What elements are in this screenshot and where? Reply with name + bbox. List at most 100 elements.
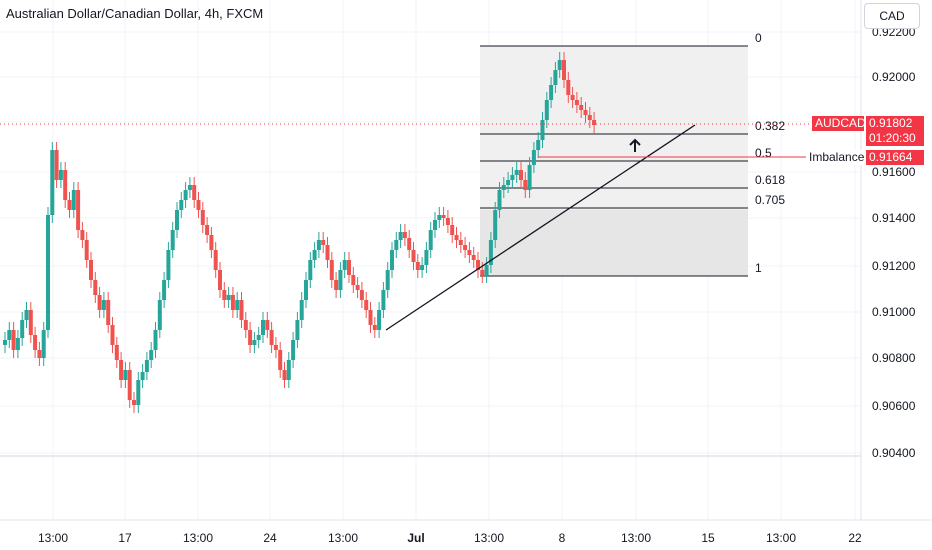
chart-title: Australian Dollar/Canadian Dollar, 4h, F… xyxy=(6,6,264,21)
candle-body xyxy=(355,285,360,290)
candle-body xyxy=(123,370,128,380)
imbalance-label: Imbalance xyxy=(806,150,864,165)
candle-body xyxy=(166,250,171,280)
trendline[interactable] xyxy=(385,124,696,331)
fib-zone-upper xyxy=(480,46,748,210)
arrow-up-icon xyxy=(629,138,641,152)
candle-body xyxy=(334,280,339,290)
imbalance-price-badge: 0.91664 xyxy=(866,150,924,165)
candle-body xyxy=(110,325,115,345)
candle-body xyxy=(200,210,205,225)
candle-body xyxy=(424,250,429,265)
candle-body xyxy=(411,250,416,262)
candle-body xyxy=(3,340,7,345)
time-axis[interactable]: 13:00 17 13:00 24 13:00 Jul 13:00 8 13:00 15 13:00… xyxy=(38,531,862,545)
candle-body xyxy=(415,262,420,270)
fib-level-label: 0 xyxy=(755,31,762,45)
candle-body xyxy=(41,330,46,358)
price-tick-label: 0.90600 xyxy=(872,399,916,413)
time-tick-label: 8 xyxy=(559,531,566,545)
candle-body xyxy=(248,330,253,345)
candle-body xyxy=(213,250,218,270)
candle-body xyxy=(127,370,132,400)
candle-body xyxy=(76,190,81,230)
candle-body xyxy=(230,295,235,310)
candle-body xyxy=(114,345,119,360)
candle-body xyxy=(471,255,476,260)
candle-body xyxy=(390,250,394,270)
price-tick-label: 0.91200 xyxy=(872,259,916,273)
fib-level-label: 0.705 xyxy=(755,193,785,207)
candle-body xyxy=(553,70,558,85)
candle-body xyxy=(574,100,579,105)
candle-body xyxy=(493,210,498,240)
candle-body xyxy=(398,232,403,240)
candle-body xyxy=(33,335,38,350)
symbol-badge: AUDCAD xyxy=(812,116,866,131)
candle-body xyxy=(394,240,399,250)
candle-body xyxy=(450,225,455,235)
candle-body xyxy=(454,235,459,240)
fib-level-label: 0.618 xyxy=(755,173,785,187)
candle-body xyxy=(497,190,502,210)
candle-body xyxy=(592,120,597,125)
candle-body xyxy=(235,300,240,310)
price-tick-label: 0.90400 xyxy=(872,446,916,460)
price-axis[interactable]: 0.922000.920000.918000.916000.914000.912… xyxy=(872,25,916,460)
candle-body xyxy=(67,200,72,210)
fib-level-label: 0.5 xyxy=(755,146,772,160)
time-tick-label: 13:00 xyxy=(766,531,796,545)
time-tick-label: 24 xyxy=(263,531,277,545)
countdown-badge: 01:20:30 xyxy=(866,131,924,146)
candle-body xyxy=(50,150,55,215)
price-tick-label: 0.90800 xyxy=(872,351,916,365)
candle-body xyxy=(136,380,141,405)
candle-body xyxy=(377,310,382,330)
time-tick-label: 13:00 xyxy=(38,531,68,545)
candle-body xyxy=(149,350,154,360)
candle-body xyxy=(402,232,407,238)
candle-body xyxy=(299,300,304,320)
candle-body xyxy=(269,330,274,345)
time-tick-label: 13:00 xyxy=(183,531,213,545)
candle-body xyxy=(458,240,463,245)
candle-body xyxy=(291,340,296,360)
candle-body xyxy=(295,320,300,340)
time-tick-label: 13:00 xyxy=(474,531,504,545)
candle-body xyxy=(20,320,25,338)
candle-body xyxy=(54,150,59,180)
candle-body xyxy=(278,350,283,370)
candle-body xyxy=(428,230,433,250)
candle-body xyxy=(46,215,50,330)
candle-body xyxy=(226,295,231,300)
candle-body xyxy=(119,360,124,380)
candle-body xyxy=(144,360,149,372)
candle-body xyxy=(37,350,42,358)
candle-body xyxy=(514,170,519,175)
candle-body xyxy=(316,240,321,250)
candle-body xyxy=(243,320,248,330)
candle-body xyxy=(312,250,317,260)
candle-body xyxy=(540,120,545,140)
currency-button[interactable]: CAD xyxy=(864,3,920,29)
candle-body xyxy=(97,295,102,310)
candle-body xyxy=(256,335,261,340)
candle-body xyxy=(325,245,330,260)
time-tick-label: 17 xyxy=(118,531,132,545)
candle-body xyxy=(484,265,489,275)
candle-body xyxy=(170,230,175,250)
candle-body xyxy=(433,220,437,230)
candle-body xyxy=(24,310,29,320)
candle-body xyxy=(445,218,450,225)
candle-body xyxy=(437,215,442,220)
candle-body xyxy=(510,175,515,180)
candle-body xyxy=(557,60,562,70)
candle-body xyxy=(286,360,291,380)
last-price-badge: 0.91802 xyxy=(866,116,924,131)
candle-body xyxy=(549,85,554,100)
candle-body xyxy=(351,275,356,285)
candle-body xyxy=(359,290,364,300)
candle-body xyxy=(106,300,111,325)
fib-zone-lower xyxy=(480,210,748,276)
